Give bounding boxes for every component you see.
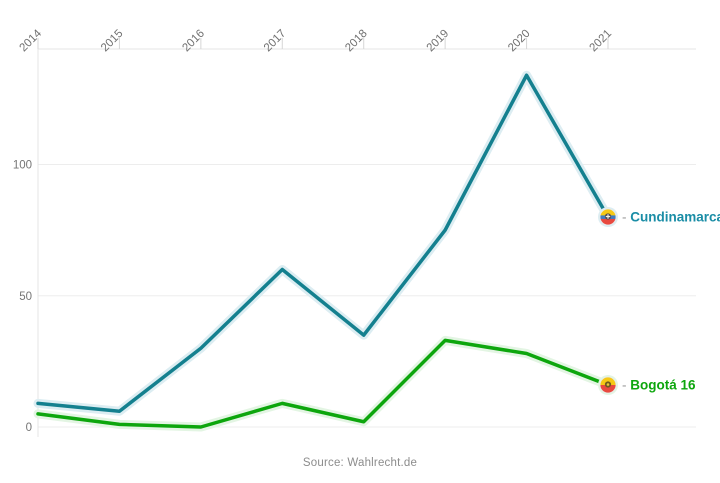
x-tick-label: 2014 [18, 27, 45, 54]
flag-emblem-detail [606, 383, 610, 386]
flag-stripe [600, 377, 616, 386]
x-tick-label: 2016 [180, 28, 207, 55]
flag-emblem-detail [607, 214, 609, 219]
flag-border [599, 376, 617, 394]
bogota-flag-icon[interactable] [598, 375, 618, 395]
source-credit: Source: Wahlrecht.de [302, 457, 418, 469]
flag-stripe [600, 218, 616, 225]
x-tick-label: 2020 [506, 28, 533, 55]
x-tick-label: 2017 [262, 28, 289, 55]
x-tick-label: 2015 [99, 28, 126, 55]
x-tick-label: 2021 [588, 28, 615, 55]
series-label-cundinamarca[interactable]: - Cundinamarca [622, 210, 720, 225]
y-tick-label: 100 [13, 160, 32, 172]
x-tick-label: 2018 [343, 28, 370, 55]
series-label-bogota[interactable]: - Bogotá 16 [622, 378, 696, 393]
x-tick-label: 2019 [425, 28, 452, 55]
y-tick-label: 50 [19, 291, 32, 303]
cundinamarca-flag-icon[interactable] [598, 207, 618, 227]
series-halo [33, 70, 613, 416]
y-tick-label: 0 [26, 422, 32, 434]
flag-border [599, 208, 617, 226]
flag-stripe [600, 385, 616, 393]
flag-stripe [600, 209, 616, 216]
series-line-cundinamarca[interactable] [36, 73, 610, 413]
series-line-bogota[interactable] [36, 338, 610, 429]
